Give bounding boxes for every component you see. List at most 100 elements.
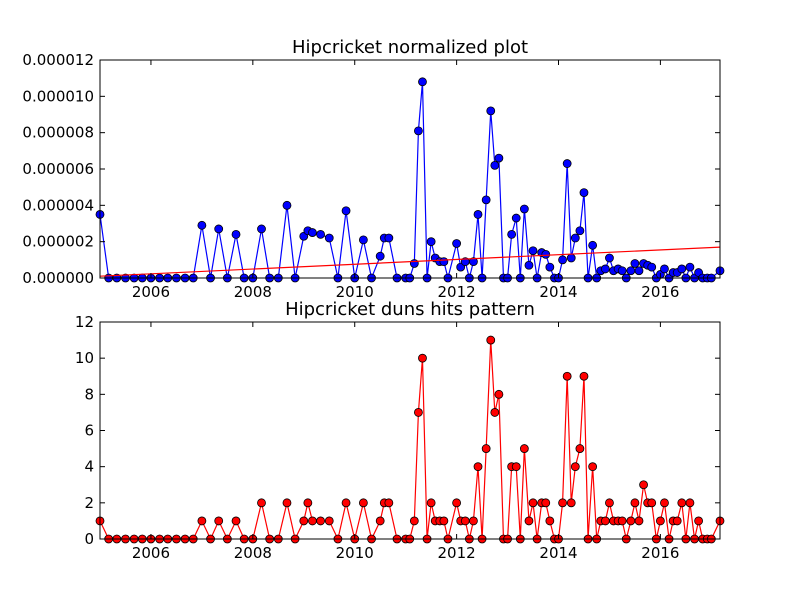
chart-normalized-plot: Hipcricket normalized plot 0.000000 0.000… [22, 37, 725, 301]
data-point [324, 233, 334, 243]
data-point [418, 353, 427, 363]
data-point [439, 516, 449, 526]
data-point [655, 516, 665, 526]
data-point [439, 257, 449, 267]
data-point [605, 253, 614, 263]
data-point [426, 498, 436, 508]
data-point [634, 266, 644, 276]
y-tick-label: 0.000000 [22, 269, 94, 287]
chart-title: Hipcricket normalized plot [292, 37, 528, 58]
x-tick-label: 2006 [132, 544, 170, 562]
data-point [486, 106, 496, 116]
data-point [519, 204, 529, 214]
data-point [231, 229, 241, 239]
data-point [316, 229, 325, 239]
data-point [562, 159, 572, 168]
data-point [460, 516, 470, 526]
x-tick-label: 2014 [539, 283, 577, 301]
data-point [494, 389, 504, 399]
x-tick-label: 2008 [234, 544, 272, 562]
x-tick-label: 2016 [641, 283, 679, 301]
y-tick-label: 2 [84, 494, 94, 512]
data-point [626, 266, 636, 276]
data-point [639, 480, 648, 490]
data-point [418, 77, 427, 87]
data-point [630, 259, 640, 268]
data-point [579, 188, 589, 198]
data-point [494, 153, 504, 163]
data-point [469, 516, 478, 526]
y-tick-label: 12 [75, 313, 94, 331]
data-point [426, 237, 436, 247]
data-point [308, 228, 317, 237]
data-point [341, 206, 351, 216]
data-point [545, 516, 555, 526]
data-point [600, 516, 610, 526]
y-tick-label: 0.000010 [22, 87, 94, 105]
data-point [375, 516, 385, 526]
data-point [685, 498, 695, 508]
chart-title: Hipcricket duns hits pattern [285, 299, 535, 320]
data-point [528, 498, 538, 508]
y-tick-label: 0.000002 [22, 233, 94, 251]
x-tick-label: 2010 [336, 544, 374, 562]
data-point [588, 240, 598, 250]
data-point [197, 516, 207, 526]
data-point [481, 444, 491, 453]
data-point [677, 498, 687, 508]
x-tick-label: 2008 [234, 283, 272, 301]
data-point [452, 498, 462, 508]
data-point [660, 264, 669, 274]
y-tick-label: 8 [84, 385, 94, 403]
y-tick-label: 0 [84, 530, 94, 548]
data-point [384, 498, 394, 508]
data-point [600, 264, 610, 274]
x-tick-label: 2010 [336, 283, 374, 301]
y-tick-label: 4 [84, 458, 94, 476]
data-point [231, 516, 241, 526]
data-point [685, 262, 695, 272]
data-point [358, 235, 368, 245]
data-point [473, 210, 483, 219]
data-point [647, 498, 657, 508]
data-point [570, 233, 580, 243]
data-point [588, 462, 598, 472]
y-tick-label: 6 [84, 422, 94, 440]
y-tick-label: 0.000008 [22, 124, 94, 142]
y-tick-label: 10 [75, 349, 94, 367]
x-tick-label: 2012 [438, 283, 476, 301]
data-point [282, 200, 292, 210]
data-point [308, 516, 317, 526]
data-point [299, 516, 309, 526]
data-point [452, 239, 462, 248]
data-point [634, 516, 644, 526]
data-point [375, 251, 385, 261]
data-point [197, 220, 207, 230]
data-point [630, 498, 640, 508]
data-point [414, 408, 423, 417]
data-point [384, 233, 394, 243]
data-point [409, 259, 419, 268]
data-point [511, 213, 521, 223]
data-point [617, 266, 627, 276]
data-point [558, 498, 567, 508]
data-point [558, 255, 567, 265]
data-point [677, 264, 687, 274]
data-point [341, 498, 351, 508]
data-point [414, 126, 423, 136]
data-point [303, 498, 313, 508]
plot-area: 0 2 4 6 8 10 12 2006 2008 2010 2012 2014 2016 [75, 313, 725, 562]
data-point [257, 224, 266, 234]
x-tick-label: 2012 [438, 544, 476, 562]
x-tick-label: 2006 [132, 283, 170, 301]
data-point [575, 444, 585, 453]
data-point [575, 226, 585, 236]
data-point [605, 498, 614, 508]
data-point [511, 462, 521, 472]
data-point [694, 516, 703, 526]
data-point [545, 262, 555, 272]
data-point [541, 249, 551, 259]
data-point [316, 516, 325, 526]
series-line [99, 246, 721, 277]
data-point [324, 516, 334, 526]
